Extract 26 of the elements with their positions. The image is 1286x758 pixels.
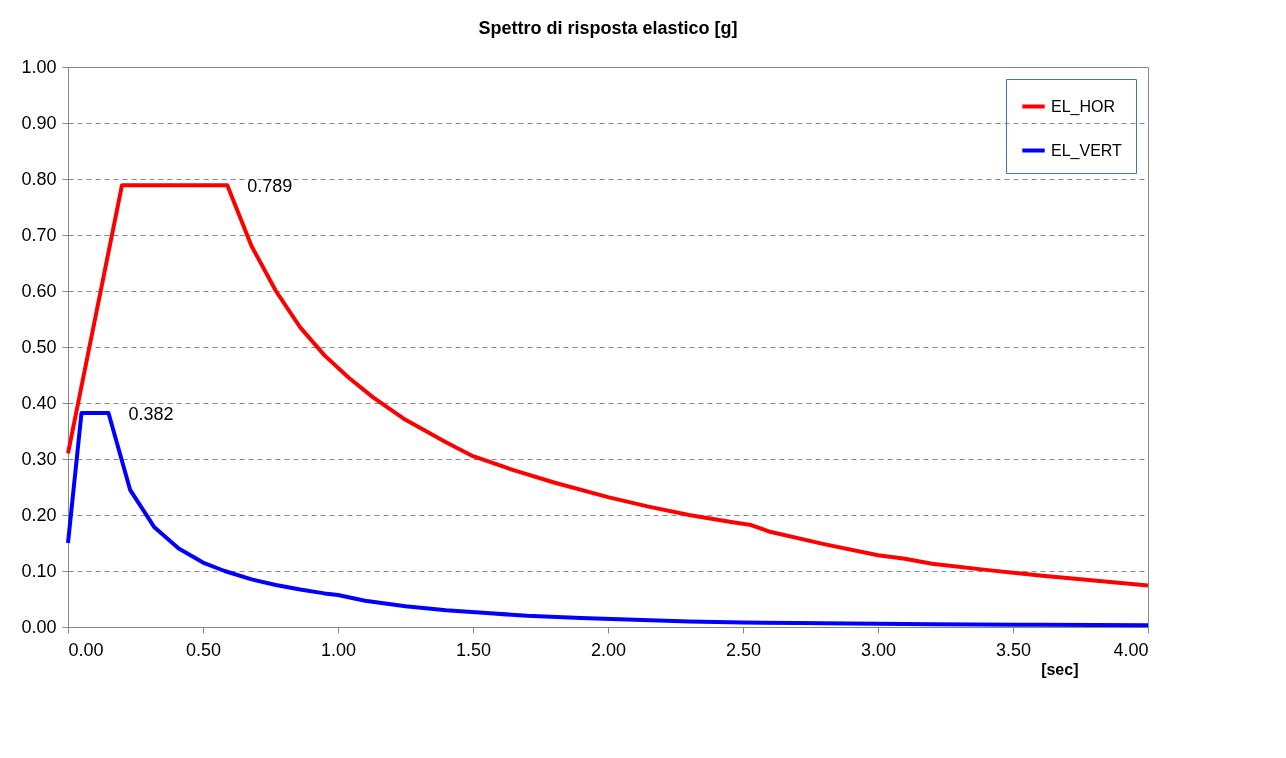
x-tick-label: 2.00: [590, 639, 627, 660]
x-tick-label: 0.50: [185, 639, 222, 660]
x-tick-label: 1.00: [320, 639, 357, 660]
y-tick-label: 0.30: [21, 448, 57, 469]
x-tick-label: 3.50: [995, 639, 1032, 660]
y-tick-label: 0.90: [21, 112, 57, 133]
x-tick-label: 4.00: [1113, 639, 1149, 660]
x-tick-label: 3.00: [860, 639, 897, 660]
chart-title: Spettro di risposta elastico [g]: [478, 18, 738, 38]
y-tick-label: 0.10: [21, 560, 57, 581]
y-tick-label: 0.00: [21, 616, 57, 637]
y-tick-label: 0.50: [21, 336, 57, 357]
annotation: 0.789: [247, 176, 293, 197]
y-tick-label: 0.60: [21, 280, 57, 301]
legend-label: EL_HOR: [1051, 97, 1116, 116]
x-tick-label: 0.00: [68, 639, 104, 660]
x-tick-label: 1.50: [455, 639, 492, 660]
y-tick-label: 0.40: [21, 392, 57, 413]
y-tick-label: 0.80: [21, 168, 57, 189]
y-tick-label: 1.00: [21, 56, 57, 77]
x-axis-title: [sec]: [1041, 660, 1079, 678]
x-tick-label: 2.50: [725, 639, 762, 660]
legend-label: EL_VERT: [1051, 141, 1123, 160]
y-tick-label: 0.20: [21, 504, 57, 525]
y-tick-label: 0.70: [21, 224, 57, 245]
annotation: 0.382: [128, 404, 174, 425]
